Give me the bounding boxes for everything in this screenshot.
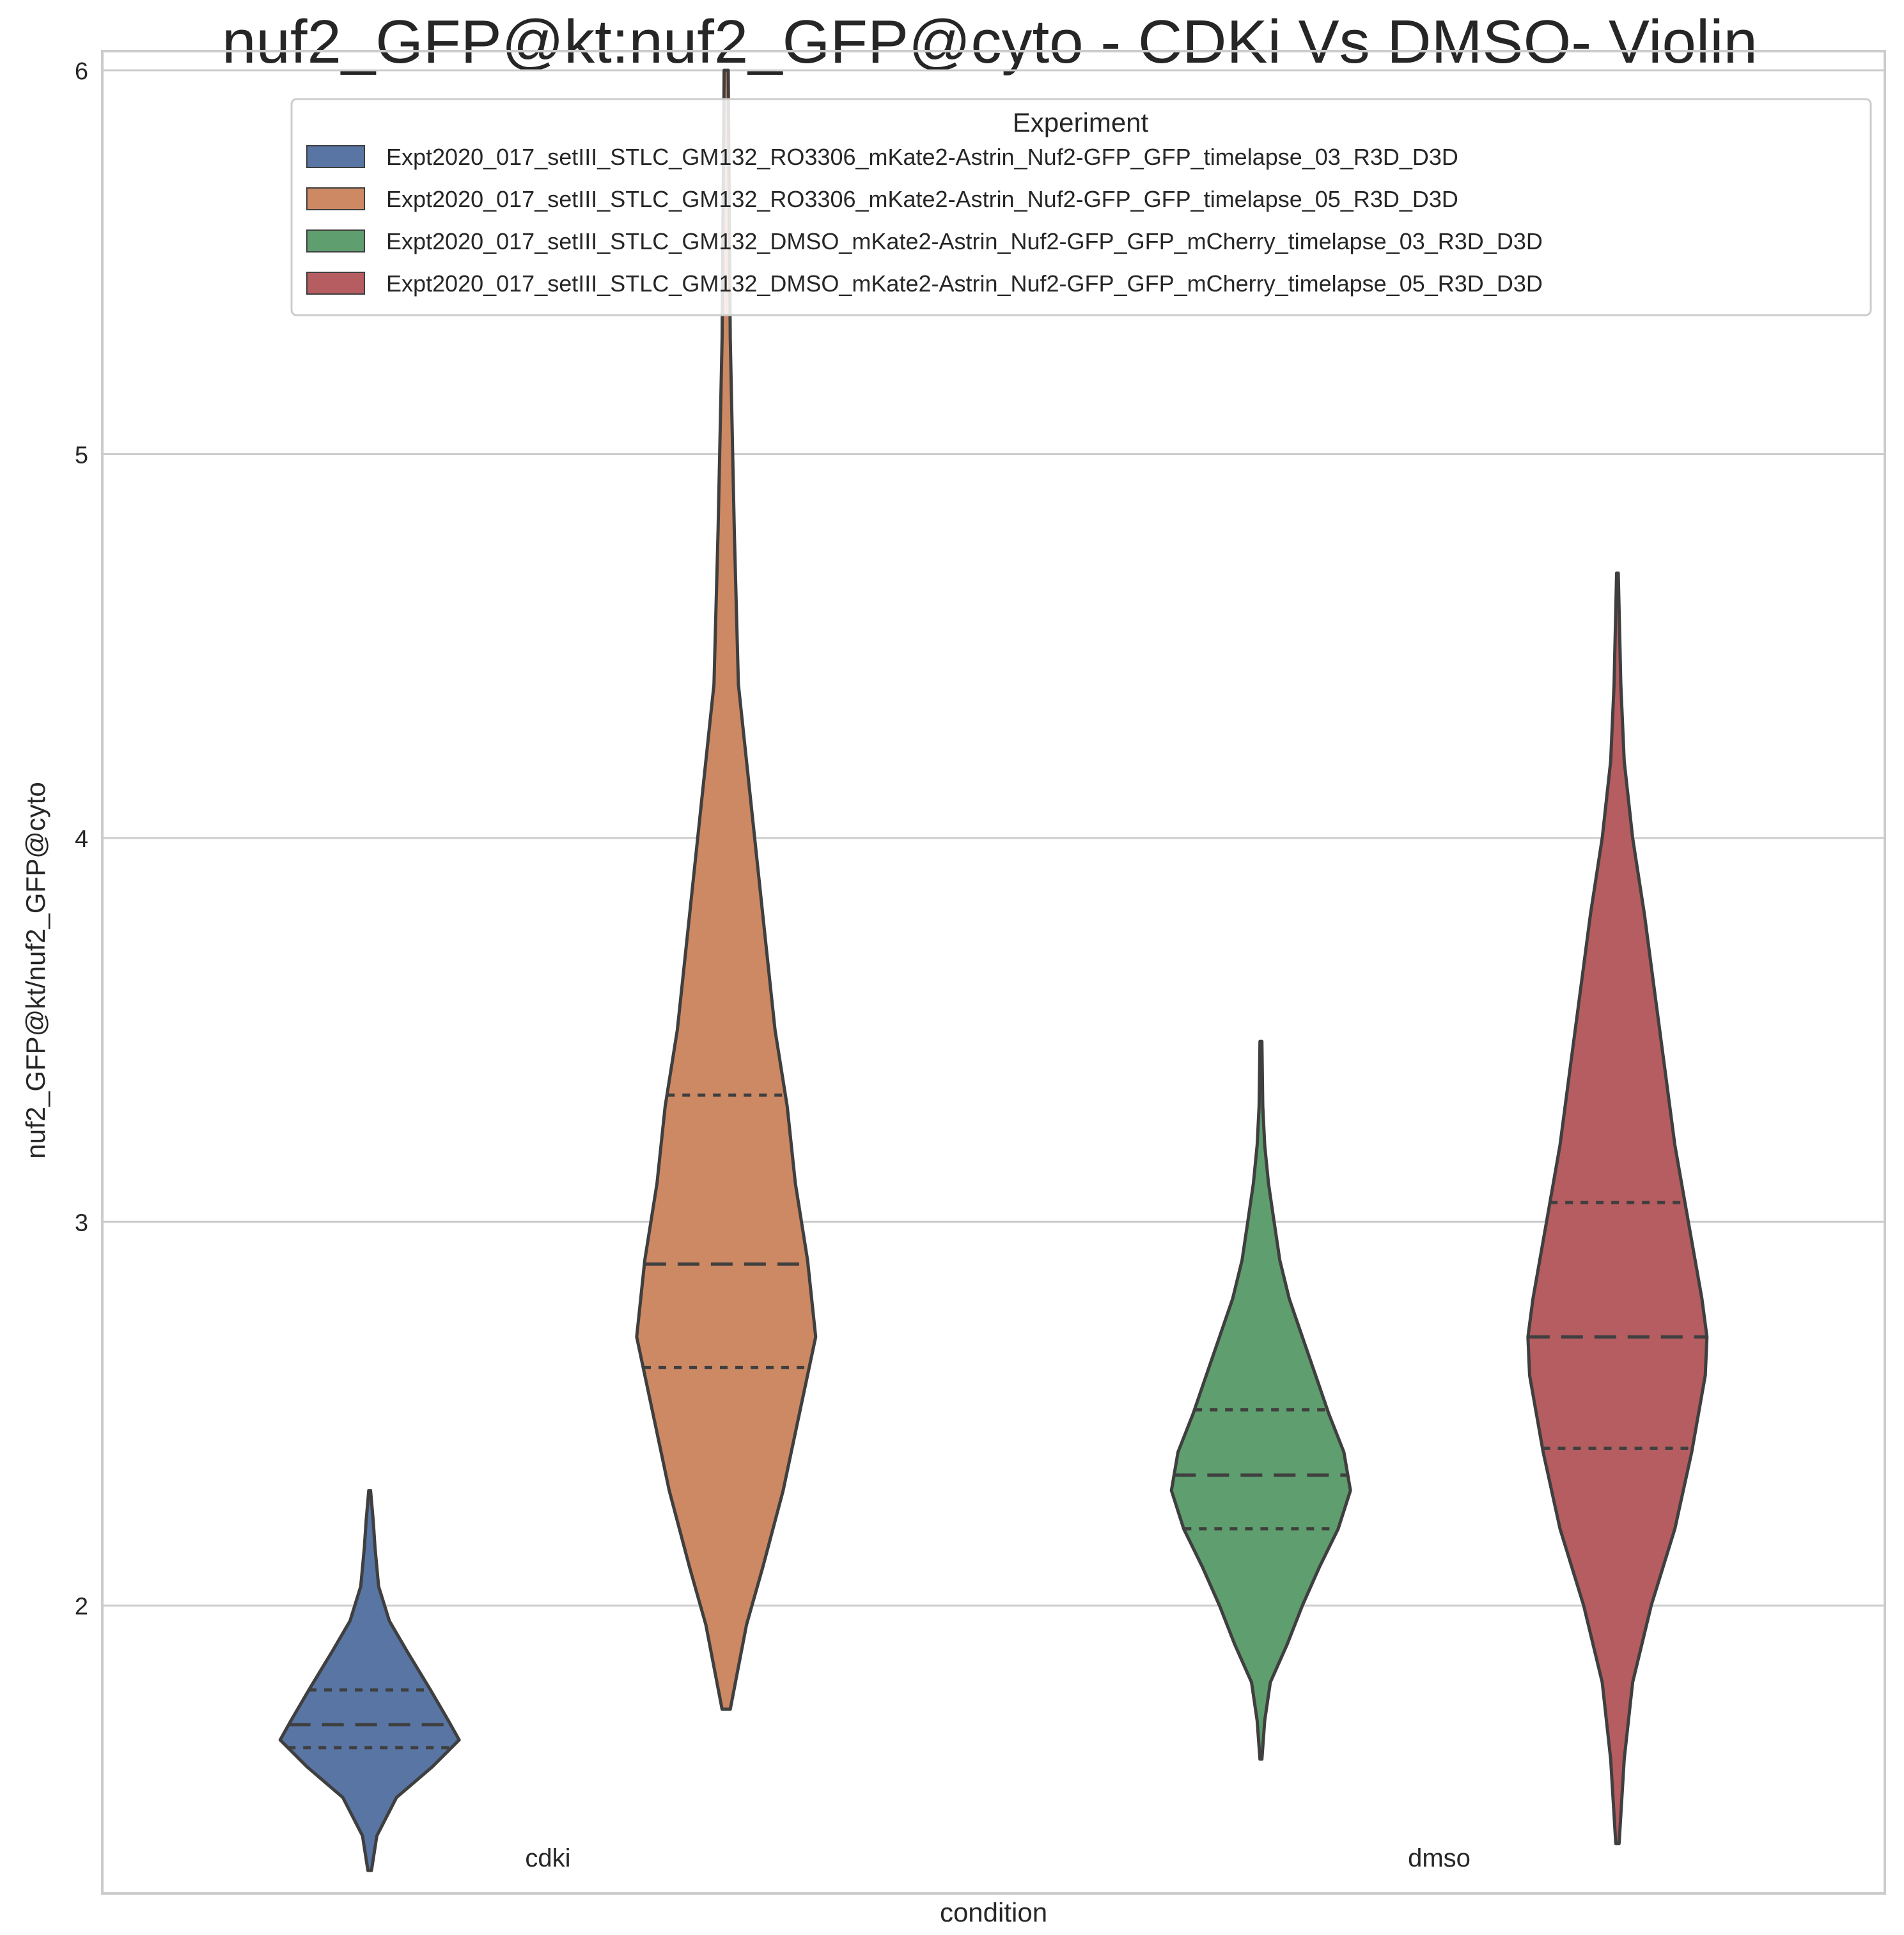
legend-entry-label: Expt2020_017_setIII_STLC_GM132_DMSO_mKat… — [386, 270, 1543, 297]
x-axis-label: condition — [940, 1897, 1047, 1927]
violins — [278, 68, 1709, 1872]
legend-entry-label: Expt2020_017_setIII_STLC_GM132_RO3306_mK… — [386, 144, 1458, 170]
y-tick-label: 4 — [75, 826, 88, 853]
legend-box — [290, 98, 1872, 316]
y-axis-label: nuf2_GFP@kt/nuf2_GFP@cyto — [20, 782, 51, 1159]
legend-swatch — [306, 229, 365, 253]
legend-entry-label: Expt2020_017_setIII_STLC_GM132_DMSO_mKat… — [386, 228, 1543, 254]
plot-frame — [101, 50, 1886, 1895]
y-tick-label: 6 — [75, 58, 88, 85]
violin-body — [635, 68, 818, 1711]
x-tick-labels: cdki dmso — [525, 1844, 1470, 1872]
x-tick-label: dmso — [1408, 1844, 1471, 1872]
violin-body — [1169, 1039, 1352, 1761]
legend: Experiment Expt2020_017_setIII_STLC_GM13… — [290, 98, 1872, 316]
violin-cdki-2 — [635, 68, 818, 1711]
legend-swatch — [306, 272, 365, 295]
chart-title: nuf2_GFP@kt:nuf2_GFP@cyto - CDKi Vs DMSO… — [222, 8, 1758, 76]
legend-entry-label: Expt2020_017_setIII_STLC_GM132_RO3306_mK… — [386, 186, 1458, 212]
violin-cdki-1 — [278, 1489, 461, 1872]
violin-body — [278, 1489, 461, 1872]
y-tick-labels: 2 3 4 5 6 — [75, 58, 88, 1620]
x-tick-label: cdki — [525, 1844, 570, 1872]
violin-body — [1526, 571, 1709, 1846]
violin-dmso-1 — [1169, 1039, 1352, 1761]
legend-swatch — [306, 145, 365, 168]
violin-dmso-2 — [1526, 571, 1709, 1846]
legend-title: Experiment — [1013, 107, 1149, 137]
y-tick-label: 2 — [75, 1594, 88, 1620]
y-tick-label: 3 — [75, 1209, 88, 1236]
y-tick-label: 5 — [75, 442, 88, 469]
legend-swatch — [306, 187, 365, 210]
